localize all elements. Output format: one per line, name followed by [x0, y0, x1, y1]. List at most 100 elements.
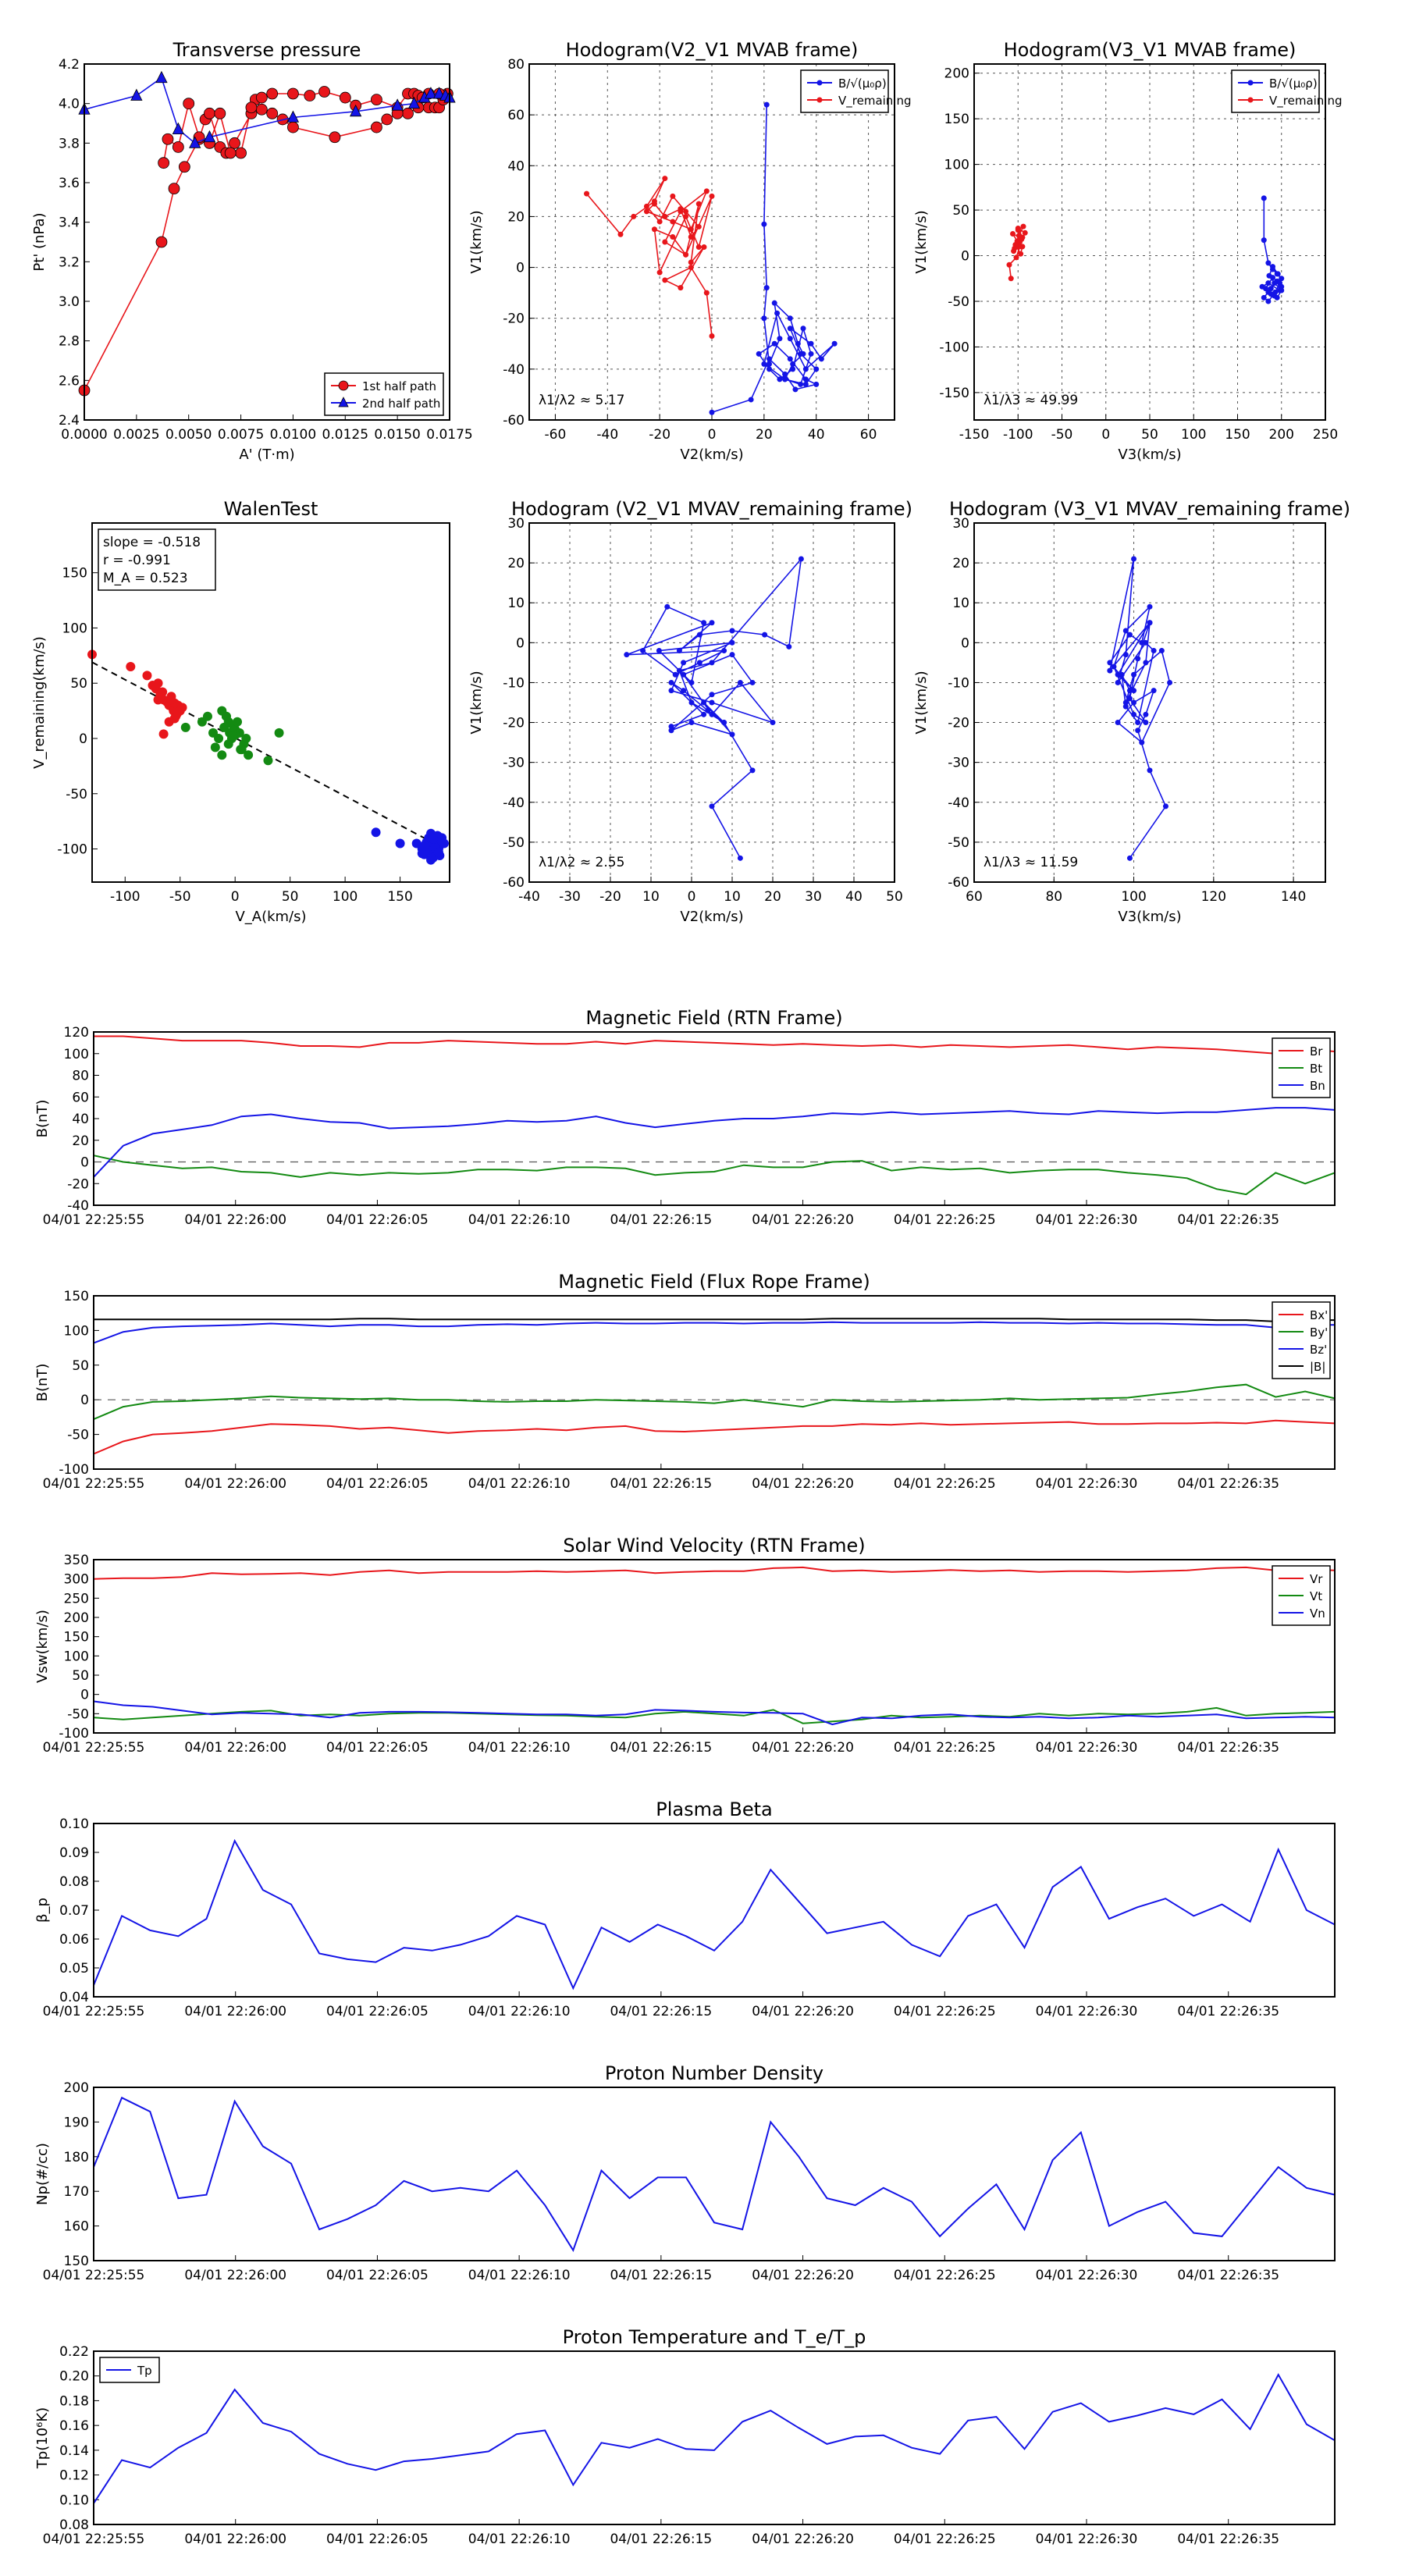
y-tick-label: 0.12 [59, 2468, 89, 2484]
x-tick-label: 04/01 22:26:30 [1036, 2004, 1138, 2019]
fit-line [91, 661, 439, 847]
data-point [1263, 286, 1268, 292]
data-point [761, 361, 767, 367]
series-line [1108, 558, 1171, 859]
data-point [640, 648, 646, 654]
data-point [703, 290, 710, 296]
plot-border [93, 1031, 1336, 1206]
x-tick-label: -60 [545, 427, 567, 443]
data-point [770, 720, 776, 726]
data-point [767, 366, 773, 372]
x-tick-label: 04/01 22:25:55 [43, 1476, 145, 1492]
data-point [670, 193, 676, 199]
x-axis-label: V2(km/s) [680, 447, 743, 463]
data-point [662, 176, 668, 182]
data-point [1017, 234, 1023, 240]
data-point [701, 244, 707, 251]
data-point [721, 720, 727, 726]
x-axis-label: V_A(km/s) [235, 909, 306, 925]
data-point [662, 277, 668, 283]
stats-line: r = -0.991 [103, 553, 171, 568]
data-point [166, 695, 176, 705]
legend-label: Vt [1310, 1589, 1322, 1603]
y-tick-label: 0.08 [59, 2517, 89, 2533]
plot-border [93, 2087, 1336, 2261]
y-tick-label: 3.6 [59, 176, 80, 191]
data-point [1265, 280, 1272, 286]
data-point [701, 711, 707, 717]
legend-label: B/√(μ₀ρ) [838, 76, 887, 91]
data-point [1135, 720, 1141, 726]
data-point [224, 147, 237, 159]
series-blue [371, 827, 449, 865]
data-point [662, 213, 668, 219]
x-tick-label: 04/01 22:26:00 [184, 2532, 286, 2547]
data-point [1279, 287, 1285, 294]
y-tick-label: 30 [952, 516, 969, 532]
series-line-bx [93, 1419, 1336, 1455]
data-point [777, 376, 783, 382]
y-tick-label: -100 [59, 1462, 89, 1478]
y-tick-label: 200 [64, 2080, 89, 2096]
data-point [681, 660, 687, 666]
y-tick-label: -60 [948, 875, 969, 891]
y-tick-label: 0.07 [59, 1903, 89, 1919]
data-point [178, 161, 190, 173]
data-point [155, 236, 168, 248]
x-tick-label: 0 [708, 427, 717, 443]
x-tick-label: -40 [518, 889, 540, 905]
y-tick-label: 3.4 [59, 215, 80, 231]
y-tick-label: 0.10 [59, 1816, 89, 1832]
plot-border [528, 522, 895, 883]
data-point [407, 96, 421, 109]
y-axis-label: V1(km/s) [468, 210, 485, 273]
data-point [800, 326, 806, 332]
data-point [656, 269, 663, 276]
data-point [761, 315, 767, 322]
x-tick-label: 04/01 22:26:25 [894, 1212, 996, 1228]
legend-label: Bt [1310, 1062, 1322, 1076]
y-tick-label: 170 [64, 2184, 89, 2200]
data-point [798, 556, 804, 562]
data-point [688, 233, 694, 240]
data-point [748, 397, 754, 403]
y-tick-label: 350 [64, 1553, 89, 1568]
x-tick-label: 04/01 22:26:10 [468, 1212, 571, 1228]
chart-title: Hodogram (V2_V1 MVAV_remaining frame) [511, 498, 912, 520]
data-point [173, 707, 183, 717]
x-tick-label: 04/01 22:26:05 [326, 2268, 429, 2283]
data-point [228, 731, 238, 742]
y-tick-label: -10 [503, 675, 525, 691]
data-point [1135, 656, 1141, 662]
chart-h4: Hodogram (V3_V1 MVAV_remaining frame) -60… [913, 498, 1350, 925]
y-tick-label: 0 [516, 635, 525, 651]
plot-border [93, 2350, 1336, 2525]
data-point [709, 660, 715, 666]
series-line-by [93, 1383, 1336, 1421]
data-point [263, 756, 273, 766]
data-point [786, 643, 792, 649]
data-point [1131, 556, 1137, 562]
data-point [1131, 671, 1137, 678]
chart-title: Hodogram (V3_V1 MVAV_remaining frame) [949, 498, 1350, 520]
data-point [802, 376, 809, 382]
series-1st-half-path [78, 86, 454, 397]
data-point [1151, 688, 1157, 694]
series-line-bt [93, 1155, 1336, 1196]
series-b- [1259, 195, 1285, 304]
data-point [1265, 298, 1272, 304]
y-tick-label: 40 [507, 158, 525, 174]
x-tick-label: 04/01 22:26:20 [752, 1212, 854, 1228]
legend-box [324, 372, 444, 416]
y-tick-label: 2.8 [59, 334, 80, 350]
data-point [1122, 699, 1129, 706]
y-tick-label: 100 [944, 158, 969, 173]
data-point [210, 742, 220, 753]
data-point [656, 219, 663, 225]
chart-mff: Magnetic Field (Flux Rope Frame) -100 -50 0… [34, 1271, 1336, 1492]
x-tick-label: 04/01 22:26:30 [1036, 1212, 1138, 1228]
data-point [1020, 223, 1026, 229]
data-point [782, 376, 788, 382]
data-point [790, 361, 796, 367]
